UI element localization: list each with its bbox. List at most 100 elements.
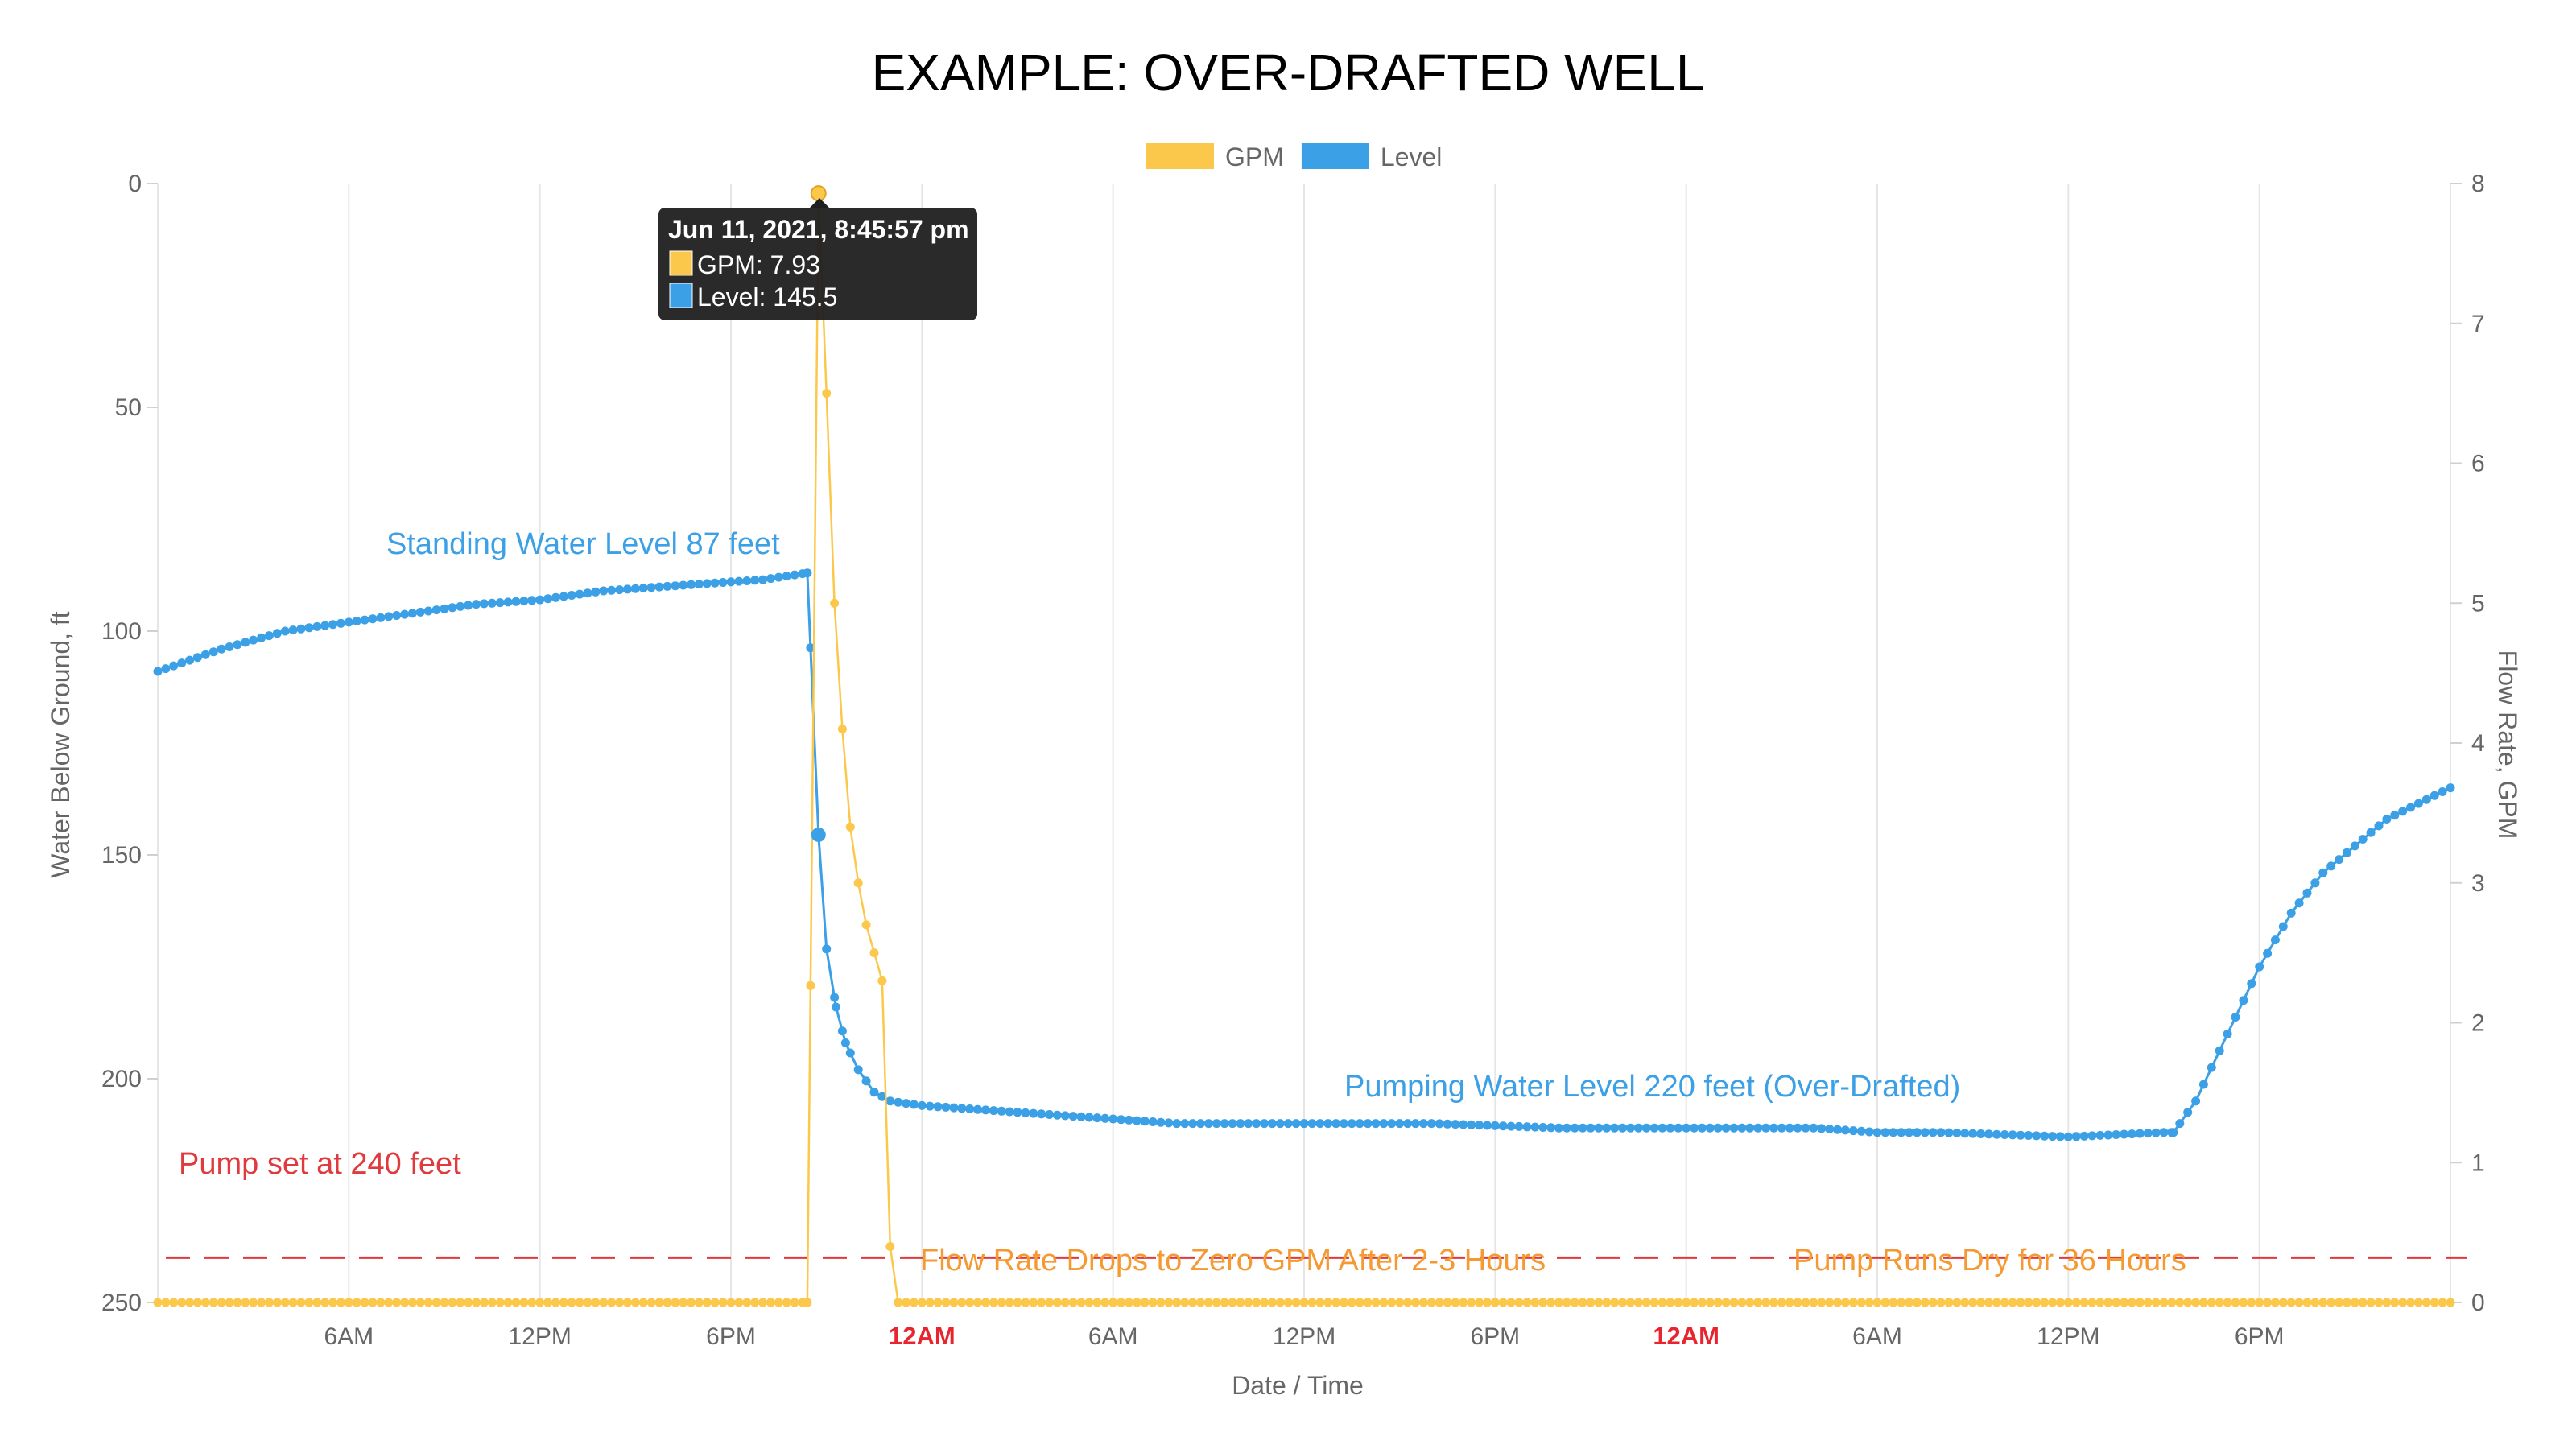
data-point-level[interactable] — [1124, 1115, 1133, 1125]
data-point-level[interactable] — [2151, 1128, 2161, 1137]
data-point-gpm[interactable] — [1506, 1298, 1516, 1307]
data-point-gpm[interactable] — [407, 1298, 417, 1307]
data-point-level[interactable] — [2223, 1029, 2232, 1038]
data-point-level[interactable] — [1275, 1119, 1285, 1129]
data-point-level[interactable] — [622, 584, 632, 594]
data-point-level[interactable] — [615, 585, 625, 595]
data-point-level[interactable] — [2239, 996, 2248, 1005]
data-point-gpm[interactable] — [877, 976, 887, 985]
data-point-level[interactable] — [511, 597, 521, 606]
data-point-gpm[interactable] — [1339, 1298, 1348, 1307]
data-point-gpm[interactable] — [169, 1298, 179, 1307]
data-point-gpm[interactable] — [1785, 1298, 1794, 1307]
data-point-gpm[interactable] — [1968, 1298, 1978, 1307]
data-point-gpm[interactable] — [1546, 1298, 1556, 1307]
data-point-level[interactable] — [1522, 1122, 1532, 1132]
data-point-level[interactable] — [495, 598, 505, 608]
data-point-level[interactable] — [1889, 1128, 1898, 1137]
data-point-gpm[interactable] — [1164, 1298, 1174, 1307]
data-point-gpm[interactable] — [1323, 1298, 1333, 1307]
data-point-gpm[interactable] — [782, 1298, 791, 1307]
data-point-gpm[interactable] — [312, 1298, 322, 1307]
data-point-gpm[interactable] — [296, 1298, 306, 1307]
data-point-gpm[interactable] — [376, 1298, 386, 1307]
data-point-gpm[interactable] — [2063, 1298, 2073, 1307]
data-point-gpm[interactable] — [1195, 1298, 1205, 1307]
data-point-gpm[interactable] — [2120, 1298, 2129, 1307]
data-point-gpm[interactable] — [1809, 1298, 1818, 1307]
data-point-level[interactable] — [2366, 828, 2376, 837]
data-point-gpm[interactable] — [225, 1298, 234, 1307]
data-point-level[interactable] — [2398, 807, 2408, 816]
data-point-level[interactable] — [320, 621, 330, 630]
data-point-level[interactable] — [1960, 1129, 1970, 1138]
data-point-level[interactable] — [1156, 1117, 1166, 1127]
data-point-level[interactable] — [2342, 848, 2351, 857]
data-point-gpm[interactable] — [599, 1298, 609, 1307]
data-point-gpm[interactable] — [1379, 1298, 1389, 1307]
data-point-gpm[interactable] — [2175, 1298, 2185, 1307]
data-point-level[interactable] — [2350, 841, 2359, 851]
data-point-level[interactable] — [177, 658, 187, 668]
data-point-level[interactable] — [1721, 1123, 1731, 1133]
data-point-level[interactable] — [535, 595, 545, 605]
data-point-level[interactable] — [2103, 1130, 2113, 1140]
data-point-level[interactable] — [694, 580, 704, 589]
data-point-level[interactable] — [1084, 1113, 1094, 1122]
data-point-gpm[interactable] — [200, 1298, 210, 1307]
data-point-gpm[interactable] — [1052, 1298, 1062, 1307]
data-point-level[interactable] — [456, 601, 465, 611]
data-point-gpm[interactable] — [1498, 1298, 1508, 1307]
data-point-gpm[interactable] — [1260, 1298, 1269, 1307]
data-point-level[interactable] — [2191, 1096, 2201, 1106]
data-point-level[interactable] — [1968, 1129, 1978, 1138]
data-point-gpm[interactable] — [2358, 1298, 2368, 1307]
data-point-level[interactable] — [257, 633, 266, 642]
data-point-level[interactable] — [2079, 1131, 2089, 1141]
data-point-gpm[interactable] — [1029, 1298, 1038, 1307]
data-point-gpm[interactable] — [1769, 1298, 1778, 1307]
data-point-level[interactable] — [646, 583, 656, 592]
data-point-gpm[interactable] — [368, 1298, 378, 1307]
data-point-level[interactable] — [2120, 1129, 2129, 1139]
data-point-level[interactable] — [654, 582, 664, 592]
data-point-level[interactable] — [1045, 1110, 1055, 1119]
data-point-level[interactable] — [583, 588, 592, 598]
data-point-gpm[interactable] — [2008, 1298, 2017, 1307]
data-point-gpm[interactable] — [1148, 1298, 1158, 1307]
data-point-level[interactable] — [734, 576, 744, 586]
data-point-gpm[interactable] — [2446, 1298, 2455, 1307]
data-point-gpm[interactable] — [1060, 1298, 1070, 1307]
data-point-gpm[interactable] — [1005, 1298, 1014, 1307]
data-point-gpm[interactable] — [1203, 1298, 1213, 1307]
data-point-level[interactable] — [2000, 1130, 2009, 1139]
data-point-level[interactable] — [1291, 1119, 1301, 1129]
data-point-gpm[interactable] — [822, 389, 832, 398]
data-point-gpm[interactable] — [1371, 1298, 1381, 1307]
data-point-level[interactable] — [1410, 1119, 1420, 1129]
data-point-gpm[interactable] — [1897, 1298, 1906, 1307]
data-point-gpm[interactable] — [957, 1298, 967, 1307]
data-point-level[interactable] — [407, 609, 417, 618]
legend-label-level[interactable]: Level — [1381, 142, 1443, 171]
data-point-gpm[interactable] — [1649, 1298, 1659, 1307]
data-point-level[interactable] — [1586, 1123, 1596, 1133]
data-point-level[interactable] — [161, 664, 171, 674]
data-point-level[interactable] — [2063, 1132, 2073, 1141]
data-point-gpm[interactable] — [1641, 1298, 1651, 1307]
data-point-level[interactable] — [217, 644, 226, 654]
data-point-level[interactable] — [853, 1065, 863, 1075]
data-point-gpm[interactable] — [2159, 1298, 2169, 1307]
data-point-gpm[interactable] — [1729, 1298, 1739, 1307]
data-point-level[interactable] — [710, 578, 720, 588]
data-point-level[interactable] — [344, 617, 353, 627]
data-point-level[interactable] — [806, 643, 815, 653]
data-point-level[interactable] — [2318, 868, 2328, 877]
data-point-gpm[interactable] — [1522, 1298, 1532, 1307]
data-point-level[interactable] — [1459, 1120, 1468, 1129]
data-point-gpm[interactable] — [980, 1298, 990, 1307]
data-point-level[interactable] — [1140, 1117, 1150, 1126]
data-point-gpm[interactable] — [1459, 1298, 1468, 1307]
data-point-level[interactable] — [543, 594, 553, 604]
data-point-gpm[interactable] — [2294, 1298, 2304, 1307]
